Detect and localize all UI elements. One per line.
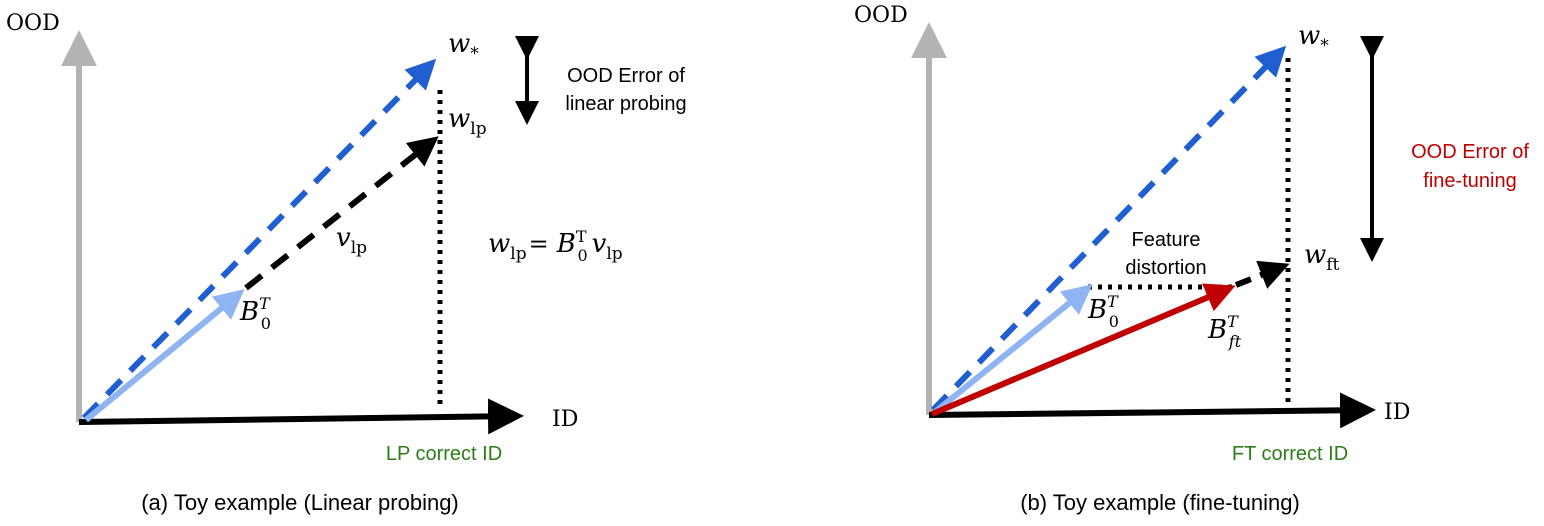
panel-b-b0-label: BT 0 — [1087, 292, 1119, 331]
panel-b-head-update-arrow — [1234, 260, 1290, 289]
panel-b-error-label-line1: OOD Error of — [1411, 141, 1529, 163]
panel-a-w-star-arrow — [81, 58, 437, 421]
panel-a-x-axis — [78, 398, 524, 435]
panel-b: OOD ID w* wft BT 0 BT ft Feature distortio… — [854, 3, 1529, 515]
panel-a-error-label-line2: linear probing — [565, 93, 686, 115]
panel-a-w-star-label: w* — [448, 29, 479, 64]
panel-a-error-label-line1: OOD Error of — [567, 65, 685, 87]
panel-b-correct-id-label: FT correct ID — [1232, 443, 1348, 465]
panel-b-ood-axis-label: OOD — [854, 3, 908, 28]
panel-a-id-axis-label: ID — [552, 407, 578, 432]
panel-a-b0-label: BT 0 — [239, 294, 271, 333]
panel-b-distortion-label-line1: Feature — [1132, 229, 1201, 251]
panel-a: OOD ID w* wlp vlp BT 0 wlp= BT 0 vlp OOD Err… — [6, 11, 687, 515]
panel-b-caption: (b) Toy example (fine-tuning) — [1020, 490, 1300, 515]
panel-b-error-label-line2: fine-tuning — [1423, 170, 1516, 192]
panel-b-x-axis — [928, 392, 1376, 429]
panel-a-equation: wlp= BT 0 vlp — [488, 227, 623, 265]
panel-b-bft-label: BT ft — [1207, 312, 1242, 351]
panel-b-distortion-label-line2: distortion — [1125, 257, 1206, 279]
panel-a-b0-arrow — [84, 289, 245, 423]
panel-a-correct-id-label: LP correct ID — [386, 443, 502, 465]
panel-a-v-lp-arrow — [244, 136, 439, 291]
panel-b-id-axis-label: ID — [1384, 400, 1410, 425]
panel-a-w-lp-label: wlp — [448, 104, 487, 139]
panel-a-v-lp-label: vlp — [336, 223, 367, 258]
panel-b-w-star-label: w* — [1298, 21, 1329, 56]
panel-b-w-ft-label: wft — [1304, 240, 1340, 275]
panel-b-bft-arrow — [930, 283, 1236, 417]
panel-b-w-star-arrow — [930, 45, 1287, 413]
panel-b-b0-arrow — [933, 284, 1093, 415]
panel-a-caption: (a) Toy example (Linear probing) — [141, 490, 459, 515]
panel-a-ood-axis-label: OOD — [6, 11, 60, 36]
